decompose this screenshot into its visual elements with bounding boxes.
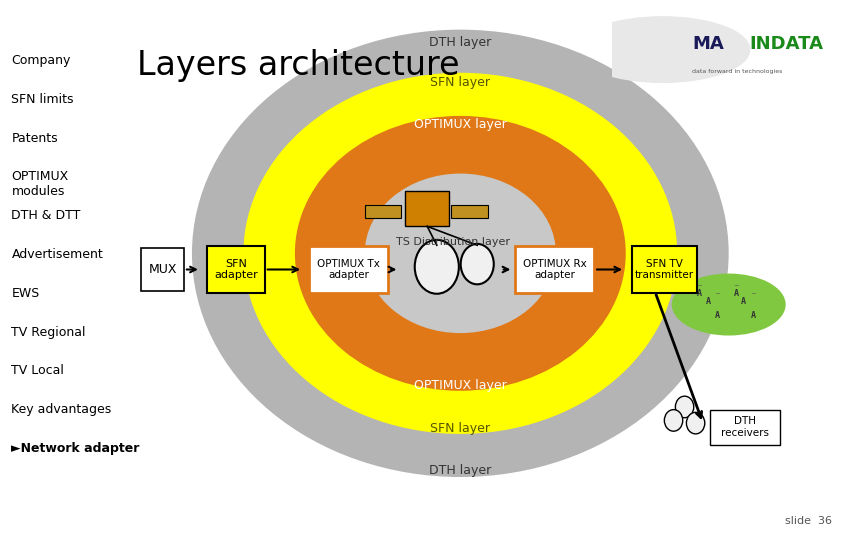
Ellipse shape	[665, 410, 683, 431]
FancyBboxPatch shape	[141, 248, 184, 291]
Circle shape	[575, 17, 750, 82]
FancyBboxPatch shape	[309, 246, 388, 293]
Text: ~: ~	[750, 291, 756, 297]
Text: data forward in technologies: data forward in technologies	[692, 68, 783, 74]
Text: A: A	[741, 298, 746, 306]
Text: A: A	[734, 289, 739, 298]
Text: OPTIMUX layer: OPTIMUX layer	[414, 118, 507, 131]
Text: MUX: MUX	[148, 263, 177, 276]
Text: Layers architecture: Layers architecture	[137, 49, 459, 81]
FancyBboxPatch shape	[451, 205, 488, 218]
Text: SFN
adapter: SFN adapter	[214, 259, 258, 280]
Text: Advertisement: Advertisement	[12, 248, 103, 261]
Ellipse shape	[415, 240, 459, 294]
Text: EWS: EWS	[12, 287, 40, 300]
Text: A: A	[751, 311, 756, 320]
Ellipse shape	[672, 274, 785, 335]
Text: ~: ~	[696, 282, 702, 289]
Text: Key advantages: Key advantages	[12, 403, 111, 416]
Text: slide  36: slide 36	[785, 515, 831, 526]
Text: A: A	[706, 298, 711, 306]
Text: OPTIMUX Tx
adapter: OPTIMUX Tx adapter	[317, 259, 380, 280]
FancyBboxPatch shape	[711, 410, 780, 445]
Text: Patents: Patents	[12, 132, 58, 144]
Text: TV Regional: TV Regional	[12, 326, 86, 338]
Text: A: A	[697, 289, 702, 298]
Text: SFN layer: SFN layer	[430, 76, 490, 89]
Text: DTH
receivers: DTH receivers	[721, 416, 769, 438]
Text: SFN limits: SFN limits	[12, 93, 74, 106]
Text: INDATA: INDATA	[750, 34, 824, 52]
Text: SFN TV
transmitter: SFN TV transmitter	[635, 259, 694, 280]
Ellipse shape	[676, 396, 694, 418]
FancyBboxPatch shape	[405, 191, 450, 226]
Ellipse shape	[243, 73, 677, 434]
Text: ~: ~	[733, 282, 739, 289]
Text: MA: MA	[692, 34, 724, 52]
Text: TV Local: TV Local	[12, 364, 65, 377]
Ellipse shape	[365, 174, 556, 333]
Text: OPTIMUX
modules: OPTIMUX modules	[12, 170, 69, 198]
Text: DTH layer: DTH layer	[429, 36, 491, 49]
Text: Company: Company	[12, 54, 71, 67]
Text: ~: ~	[715, 291, 721, 297]
FancyBboxPatch shape	[515, 246, 594, 293]
Ellipse shape	[461, 244, 494, 285]
Ellipse shape	[192, 30, 728, 477]
Text: OPTIMUX Rx
adapter: OPTIMUX Rx adapter	[523, 259, 586, 280]
FancyBboxPatch shape	[365, 205, 401, 218]
Text: TS Distribution layer: TS Distribution layer	[396, 237, 510, 247]
Ellipse shape	[295, 116, 626, 391]
Text: SFN layer: SFN layer	[430, 422, 490, 435]
Ellipse shape	[687, 412, 705, 434]
FancyBboxPatch shape	[207, 246, 264, 293]
Text: OPTIMUX layer: OPTIMUX layer	[414, 379, 507, 392]
FancyBboxPatch shape	[632, 246, 697, 293]
Text: ►Network adapter: ►Network adapter	[12, 442, 140, 455]
Text: A: A	[715, 311, 720, 320]
Text: DTH & DTT: DTH & DTT	[12, 209, 81, 222]
Text: DTH layer: DTH layer	[429, 464, 491, 476]
